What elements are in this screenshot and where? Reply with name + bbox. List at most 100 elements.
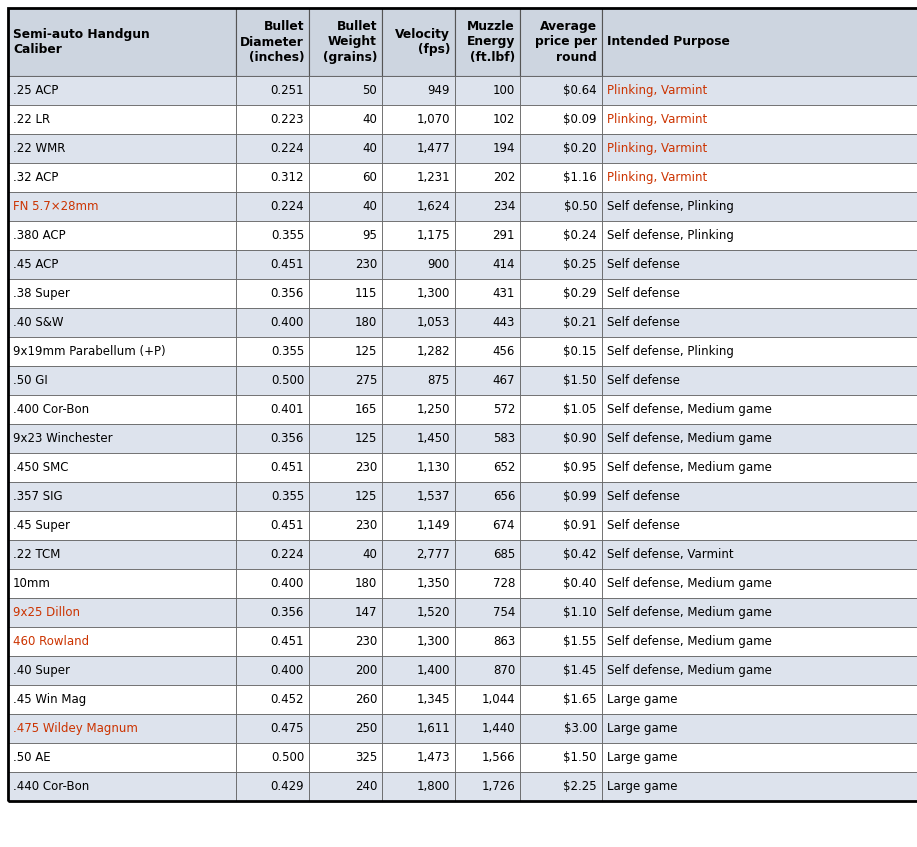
Bar bbox=[455, 714, 520, 743]
Bar bbox=[309, 134, 382, 163]
Text: .50 GI: .50 GI bbox=[13, 374, 48, 387]
Text: 572: 572 bbox=[492, 403, 515, 416]
Bar bbox=[520, 511, 602, 540]
Text: 1,053: 1,053 bbox=[416, 316, 450, 329]
Text: Bullet
Weight
(grains): Bullet Weight (grains) bbox=[323, 20, 377, 64]
Text: $0.99: $0.99 bbox=[563, 490, 597, 503]
Text: $1.50: $1.50 bbox=[564, 751, 597, 764]
Text: Large game: Large game bbox=[607, 693, 678, 706]
Bar bbox=[520, 250, 602, 279]
Bar bbox=[382, 424, 455, 453]
Text: $0.95: $0.95 bbox=[564, 461, 597, 474]
Text: 0.401: 0.401 bbox=[271, 403, 304, 416]
Bar bbox=[8, 279, 236, 308]
Text: Self defense, Medium game: Self defense, Medium game bbox=[607, 432, 772, 445]
Text: 50: 50 bbox=[362, 84, 377, 97]
Text: 1,726: 1,726 bbox=[481, 780, 515, 793]
Text: FN 5.7×28mm: FN 5.7×28mm bbox=[13, 200, 98, 213]
Text: .22 TCM: .22 TCM bbox=[13, 548, 61, 561]
Bar bbox=[455, 250, 520, 279]
Bar bbox=[520, 163, 602, 192]
Bar bbox=[602, 8, 917, 76]
Bar bbox=[382, 772, 455, 801]
Bar bbox=[236, 511, 309, 540]
Text: $0.42: $0.42 bbox=[563, 548, 597, 561]
Text: 60: 60 bbox=[362, 171, 377, 184]
Bar bbox=[602, 627, 917, 656]
Text: Self defense, Varmint: Self defense, Varmint bbox=[607, 548, 734, 561]
Bar bbox=[236, 482, 309, 511]
Text: 1,300: 1,300 bbox=[416, 635, 450, 648]
Text: $1.10: $1.10 bbox=[563, 606, 597, 619]
Bar bbox=[8, 743, 236, 772]
Bar bbox=[382, 337, 455, 366]
Text: .400 Cor-Bon: .400 Cor-Bon bbox=[13, 403, 89, 416]
Text: 9x23 Winchester: 9x23 Winchester bbox=[13, 432, 113, 445]
Text: .45 ACP: .45 ACP bbox=[13, 258, 59, 271]
Bar bbox=[309, 714, 382, 743]
Text: Self defense: Self defense bbox=[607, 374, 679, 387]
Bar bbox=[236, 453, 309, 482]
Text: 1,300: 1,300 bbox=[416, 287, 450, 300]
Text: 0.355: 0.355 bbox=[271, 229, 304, 242]
Bar bbox=[309, 105, 382, 134]
Text: 125: 125 bbox=[355, 432, 377, 445]
Bar bbox=[382, 105, 455, 134]
Bar bbox=[8, 540, 236, 569]
Bar bbox=[602, 772, 917, 801]
Text: $0.21: $0.21 bbox=[563, 316, 597, 329]
Text: .440 Cor-Bon: .440 Cor-Bon bbox=[13, 780, 89, 793]
Text: .22 LR: .22 LR bbox=[13, 113, 50, 126]
Text: $0.91: $0.91 bbox=[563, 519, 597, 532]
Text: 1,611: 1,611 bbox=[416, 722, 450, 735]
Text: 863: 863 bbox=[492, 635, 515, 648]
Text: Plinking, Varmint: Plinking, Varmint bbox=[607, 84, 707, 97]
Bar bbox=[309, 8, 382, 76]
Text: 40: 40 bbox=[362, 113, 377, 126]
Bar bbox=[309, 627, 382, 656]
Bar bbox=[382, 134, 455, 163]
Bar bbox=[455, 308, 520, 337]
Text: 0.500: 0.500 bbox=[271, 374, 304, 387]
Bar bbox=[520, 76, 602, 105]
Text: 467: 467 bbox=[492, 374, 515, 387]
Bar bbox=[236, 163, 309, 192]
Bar bbox=[520, 685, 602, 714]
Text: 1,044: 1,044 bbox=[481, 693, 515, 706]
Bar bbox=[8, 772, 236, 801]
Text: 1,440: 1,440 bbox=[481, 722, 515, 735]
Text: 250: 250 bbox=[355, 722, 377, 735]
Text: 414: 414 bbox=[492, 258, 515, 271]
Bar bbox=[309, 540, 382, 569]
Bar bbox=[382, 453, 455, 482]
Text: 260: 260 bbox=[355, 693, 377, 706]
Bar bbox=[382, 685, 455, 714]
Bar bbox=[8, 337, 236, 366]
Text: Self defense: Self defense bbox=[607, 316, 679, 329]
Text: 1,149: 1,149 bbox=[416, 519, 450, 532]
Bar bbox=[602, 569, 917, 598]
Text: 0.355: 0.355 bbox=[271, 490, 304, 503]
Bar bbox=[309, 337, 382, 366]
Text: Self defense, Medium game: Self defense, Medium game bbox=[607, 606, 772, 619]
Bar bbox=[520, 308, 602, 337]
Text: Velocity
(fps): Velocity (fps) bbox=[395, 28, 450, 56]
Bar bbox=[455, 569, 520, 598]
Bar bbox=[455, 105, 520, 134]
Text: 1,345: 1,345 bbox=[416, 693, 450, 706]
Bar bbox=[455, 685, 520, 714]
Bar bbox=[8, 250, 236, 279]
Bar bbox=[8, 453, 236, 482]
Text: 1,566: 1,566 bbox=[481, 751, 515, 764]
Bar bbox=[520, 105, 602, 134]
Text: Self defense, Medium game: Self defense, Medium game bbox=[607, 403, 772, 416]
Bar bbox=[455, 395, 520, 424]
Bar bbox=[236, 76, 309, 105]
Bar bbox=[236, 540, 309, 569]
Text: 0.451: 0.451 bbox=[271, 461, 304, 474]
Bar bbox=[520, 540, 602, 569]
Text: 1,175: 1,175 bbox=[416, 229, 450, 242]
Bar bbox=[236, 569, 309, 598]
Bar bbox=[382, 482, 455, 511]
Text: Semi-auto Handgun
Caliber: Semi-auto Handgun Caliber bbox=[13, 28, 149, 56]
